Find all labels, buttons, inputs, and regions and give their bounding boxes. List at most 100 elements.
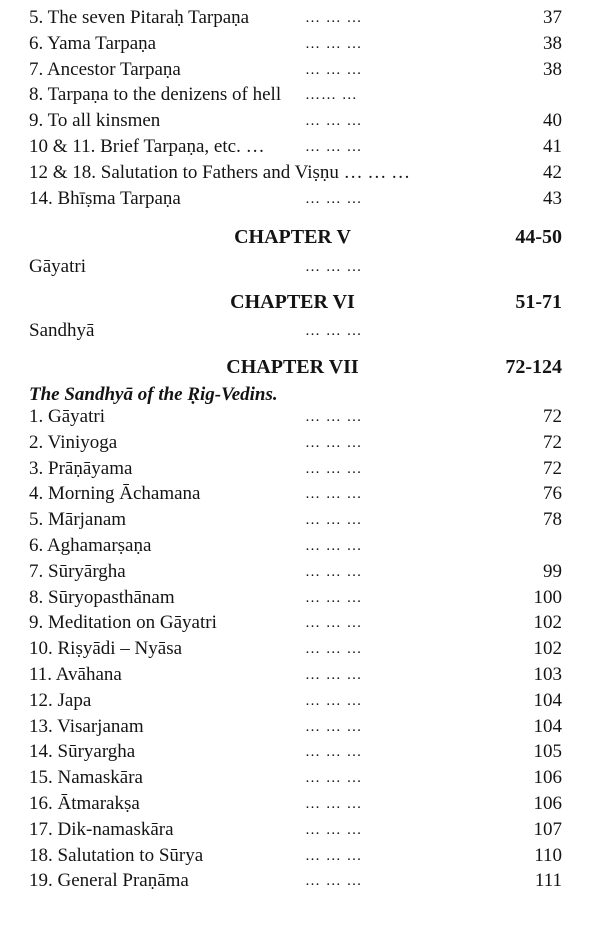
toc-entry: 12 & 18. Salutation to Fathers and Viṣṇu… <box>0 160 600 186</box>
dot-leader: … … … <box>305 692 363 709</box>
dot-leader: … … … <box>305 512 363 529</box>
page-number: 43 <box>543 187 562 209</box>
toc-entry: 14. Sūryargha … … … 105 <box>0 739 600 765</box>
dot-leader: … … … <box>305 770 363 787</box>
dot-leader: … … … <box>305 718 363 735</box>
dot-leader: … … … <box>305 538 363 554</box>
dot-leader: … … … <box>305 486 363 503</box>
entry-label: 19. General Praṇāma <box>29 870 189 892</box>
dot-leader: … … … <box>305 563 363 580</box>
dot-leader: … … … <box>305 259 363 275</box>
entry-label: 12 & 18. Salutation to Fathers and Viṣṇu… <box>29 161 411 183</box>
dot-leader: … … … <box>305 434 363 451</box>
chapter-vii-heading: CHAPTER VII 72-124 <box>0 353 600 381</box>
page-number: 102 <box>533 612 563 634</box>
entry-label: 17. Dik-namaskāra <box>29 818 174 840</box>
toc-entry: 2. Viniyoga … … … 72 <box>0 430 600 456</box>
page-number: 104 <box>533 715 563 737</box>
chapter-page-range: 51-71 <box>515 291 562 313</box>
toc-entry: 8. Sūryopasthānam … … … 100 <box>0 585 600 611</box>
chapter-vi-heading: CHAPTER VI 51-71 <box>0 288 600 316</box>
entry-label: 13. Visarjanam <box>29 715 144 737</box>
page-number: 99 <box>543 560 562 582</box>
toc-entry: 10 & 11. Brief Tarpaṇa, etc. … … … … 41 <box>0 134 600 160</box>
toc-entry: 5. Mārjanam … … … 78 <box>0 507 600 533</box>
dot-leader: … … … <box>305 35 363 52</box>
page-number: 103 <box>533 664 563 685</box>
entry-label: 5. The seven Pitaraḥ Tarpaṇa <box>29 7 250 28</box>
toc-entry: 15. Namaskāra … … … 106 <box>0 765 600 791</box>
dot-leader: … … … <box>305 873 363 890</box>
entry-label: 16. Ātmarakṣa <box>29 793 140 814</box>
entry-label: 12. Japa <box>29 689 92 711</box>
entry-label: 11. Avāhana <box>29 664 122 685</box>
entry-label: 14. Bhīṣma Tarpaṇa <box>29 187 181 209</box>
dot-leader: … … … <box>305 460 363 477</box>
toc-entry: 8. Tarpaṇa to the denizens of hell …… … <box>0 82 600 108</box>
entry-label: 9. Meditation on Gāyatri <box>29 612 217 634</box>
toc-entry: 17. Dik-namaskāra … … … 107 <box>0 817 600 843</box>
dot-leader: … … … <box>305 409 363 425</box>
entry-label: Sandhyā <box>29 320 95 341</box>
entry-label: 7. Ancestor Tarpaṇa <box>29 58 181 80</box>
page-number: 40 <box>543 110 562 132</box>
page-number: 76 <box>543 483 562 505</box>
toc-entry: 6. Aghamarṣaṇa … … … <box>0 533 600 559</box>
entry-label: 14. Sūryargha <box>29 741 136 763</box>
toc-entry: 5. The seven Pitaraḥ Tarpaṇa … … … 37 <box>0 5 600 31</box>
chapter-title: CHAPTER V <box>234 226 351 248</box>
page-number: 42 <box>543 161 562 183</box>
page-number: 100 <box>533 586 563 608</box>
dot-leader: … … … <box>305 847 363 864</box>
toc-entry: 9. Meditation on Gāyatri … … … 102 <box>0 610 600 636</box>
page-number: 38 <box>543 32 562 54</box>
dot-leader: … … … <box>305 744 363 761</box>
page-number: 102 <box>533 638 563 660</box>
entry-label: 3. Prāṇāyama <box>29 457 133 479</box>
entry-label: 2. Viniyoga <box>29 431 118 453</box>
chapter-page-range: 72-124 <box>505 356 562 378</box>
page-number: 78 <box>543 509 562 531</box>
toc-entry: 12. Japa … … … 104 <box>0 688 600 714</box>
page-number: 106 <box>533 793 563 814</box>
toc-entry: 7. Sūryārgha … … … 99 <box>0 559 600 585</box>
toc-entry: 9. To all kinsmen … … … 40 <box>0 108 600 134</box>
dot-leader: … … … <box>305 323 363 339</box>
toc-entry: 19. General Praṇāma … … … 111 <box>0 868 600 894</box>
entry-label: 6. Aghamarṣaṇa <box>29 535 152 556</box>
entry-label: 18. Salutation to Sūrya <box>29 844 204 866</box>
entry-label: Gāyatri <box>29 256 86 277</box>
page-number: 104 <box>533 689 563 711</box>
chapter-title: CHAPTER VII <box>226 356 359 378</box>
dot-leader: … … … <box>305 821 363 838</box>
chapter-page-range: 44-50 <box>515 226 562 248</box>
toc-entry: 6. Yama Tarpaṇa … … … 38 <box>0 31 600 57</box>
entry-label: 1. Gāyatri <box>29 406 105 427</box>
toc-entry: 16. Ātmarakṣa … … … 106 <box>0 791 600 817</box>
entry-label: 6. Yama Tarpaṇa <box>29 32 157 54</box>
toc-entry: 11. Avāhana … … … 103 <box>0 662 600 688</box>
toc-entry: 14. Bhīṣma Tarpaṇa … … … 43 <box>0 186 600 212</box>
dot-leader: … … … <box>305 61 363 78</box>
toc-entry: Sandhyā … … … <box>0 318 600 344</box>
dot-leader: …… … <box>305 87 358 104</box>
dot-leader: … … … <box>305 589 363 606</box>
dot-leader: … … … <box>305 615 363 632</box>
dot-leader: … … … <box>305 139 363 155</box>
page-number: 111 <box>534 870 562 892</box>
chapter-vii-subtitle: The Sandhyā of the Ṛig-Vedins. <box>29 384 278 405</box>
entry-label: 7. Sūryārgha <box>29 560 126 582</box>
page-number: 105 <box>533 741 563 763</box>
page-number: 106 <box>533 767 563 789</box>
entry-label: 8. Tarpaṇa to the denizens of hell <box>29 84 282 106</box>
dot-leader: … … … <box>305 667 363 683</box>
chapter-title: CHAPTER VI <box>230 291 355 313</box>
page-number: 107 <box>533 818 563 840</box>
toc-entry: Gāyatri … … … <box>0 254 600 280</box>
page-number: 38 <box>543 58 562 80</box>
dot-leader: … … … <box>305 190 363 207</box>
entry-label: 10 & 11. Brief Tarpaṇa, etc. … <box>29 136 265 157</box>
dot-leader: … … … <box>305 796 363 812</box>
entry-label: 9. To all kinsmen <box>29 110 161 132</box>
entry-label: 8. Sūryopasthānam <box>29 586 175 608</box>
